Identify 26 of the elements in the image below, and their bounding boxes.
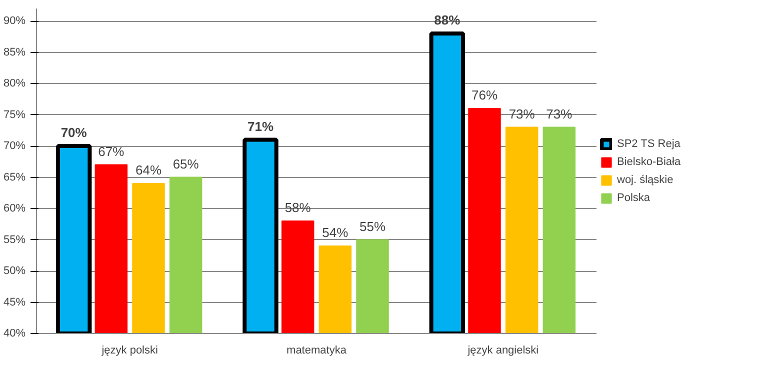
legend-label: Polska	[617, 192, 650, 204]
y-tick-label: 50%	[3, 265, 26, 277]
y-tick-label: 90%	[3, 15, 26, 27]
data-label: 76%	[471, 88, 498, 102]
y-tick-label: 45%	[3, 296, 26, 308]
y-tick-label: 65%	[3, 171, 26, 184]
y-tick-label: 75%	[3, 108, 26, 121]
data-label: 54%	[322, 225, 349, 240]
data-label: 67%	[98, 144, 125, 159]
legend-label: SP2 TS Reja	[617, 138, 680, 150]
data-label: 64%	[135, 162, 162, 178]
data-label: 70%	[60, 125, 88, 140]
x-tick-label: język polski	[100, 344, 158, 356]
y-tick-label: 85%	[3, 46, 26, 58]
data-label: 55%	[359, 218, 386, 234]
data-label: 65%	[172, 156, 200, 172]
y-tick-label: 80%	[3, 78, 26, 90]
y-tick-label: 55%	[3, 234, 26, 246]
legend-label: Bielsko-Biała	[617, 156, 681, 168]
x-tick-label: język angielski	[466, 344, 539, 356]
y-tick-label: 70%	[3, 140, 26, 152]
y-tick-label: 40%	[3, 328, 26, 340]
data-label: 71%	[247, 118, 274, 134]
legend-label: woj. śląskie	[617, 174, 674, 186]
x-tick-label: matematyka	[286, 344, 348, 356]
y-tick-label: 60%	[3, 202, 26, 214]
